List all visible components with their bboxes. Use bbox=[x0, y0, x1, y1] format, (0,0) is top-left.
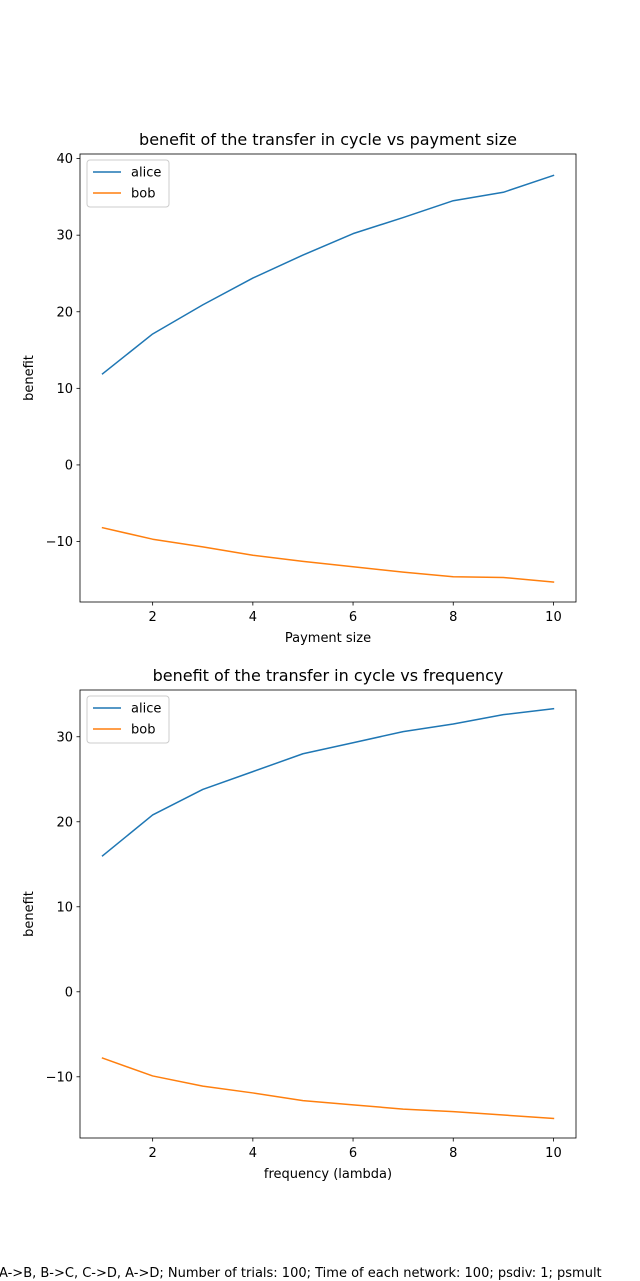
x-tick-label: 4 bbox=[249, 1146, 257, 1161]
y-axis-label: benefit bbox=[22, 891, 37, 937]
series-line-alice bbox=[101, 707, 555, 857]
x-tick-label: 4 bbox=[249, 610, 257, 625]
legend-label-alice: alice bbox=[131, 166, 161, 181]
y-tick-label: 40 bbox=[56, 152, 73, 167]
x-axis-label: frequency (lambda) bbox=[264, 1167, 392, 1182]
legend-label-bob: bob bbox=[131, 187, 155, 202]
y-tick-label: 30 bbox=[56, 730, 73, 745]
x-tick-label: 8 bbox=[449, 610, 457, 625]
y-tick-label: 0 bbox=[65, 985, 73, 1000]
chart-title: benefit of the transfer in cycle vs paym… bbox=[139, 130, 517, 149]
y-tick-label: 20 bbox=[56, 305, 73, 320]
x-tick-label: 6 bbox=[349, 610, 357, 625]
y-tick-label: 30 bbox=[56, 229, 73, 244]
y-tick-label: 10 bbox=[56, 900, 73, 915]
axes-frame bbox=[79, 689, 577, 1139]
y-axis-label: benefit bbox=[22, 355, 37, 401]
x-tick-label: 6 bbox=[349, 1146, 357, 1161]
x-tick-label: 2 bbox=[149, 1146, 157, 1161]
x-axis-label: Payment size bbox=[285, 631, 371, 646]
x-tick-label: 10 bbox=[545, 1146, 562, 1161]
legend-label-alice: alice bbox=[131, 702, 161, 717]
legend-label-bob: bob bbox=[131, 723, 155, 738]
chart-title: benefit of the transfer in cycle vs freq… bbox=[153, 666, 504, 685]
series-line-bob bbox=[101, 526, 555, 583]
figure-caption: A->B, B->C, C->D, A->D; Number of trials… bbox=[0, 1266, 602, 1281]
series-line-alice bbox=[101, 174, 555, 375]
x-tick-label: 2 bbox=[149, 610, 157, 625]
y-tick-label: 20 bbox=[56, 815, 73, 830]
axes-frame bbox=[79, 153, 577, 603]
y-tick-label: 0 bbox=[65, 458, 73, 473]
chart-2: 2 4 6 8 10 −10 0 10 20 30 benefit of the transfer … bbox=[22, 666, 577, 1182]
chart-1: 2 4 6 8 10 −10 0 10 20 30 40 benefit of the transfe… bbox=[22, 130, 577, 646]
x-tick-label: 10 bbox=[545, 610, 562, 625]
x-tick-label: 8 bbox=[449, 1146, 457, 1161]
y-tick-label: −10 bbox=[46, 535, 73, 550]
y-tick-label: 10 bbox=[56, 382, 73, 397]
series-line-bob bbox=[101, 1057, 555, 1120]
y-tick-label: −10 bbox=[46, 1070, 73, 1085]
